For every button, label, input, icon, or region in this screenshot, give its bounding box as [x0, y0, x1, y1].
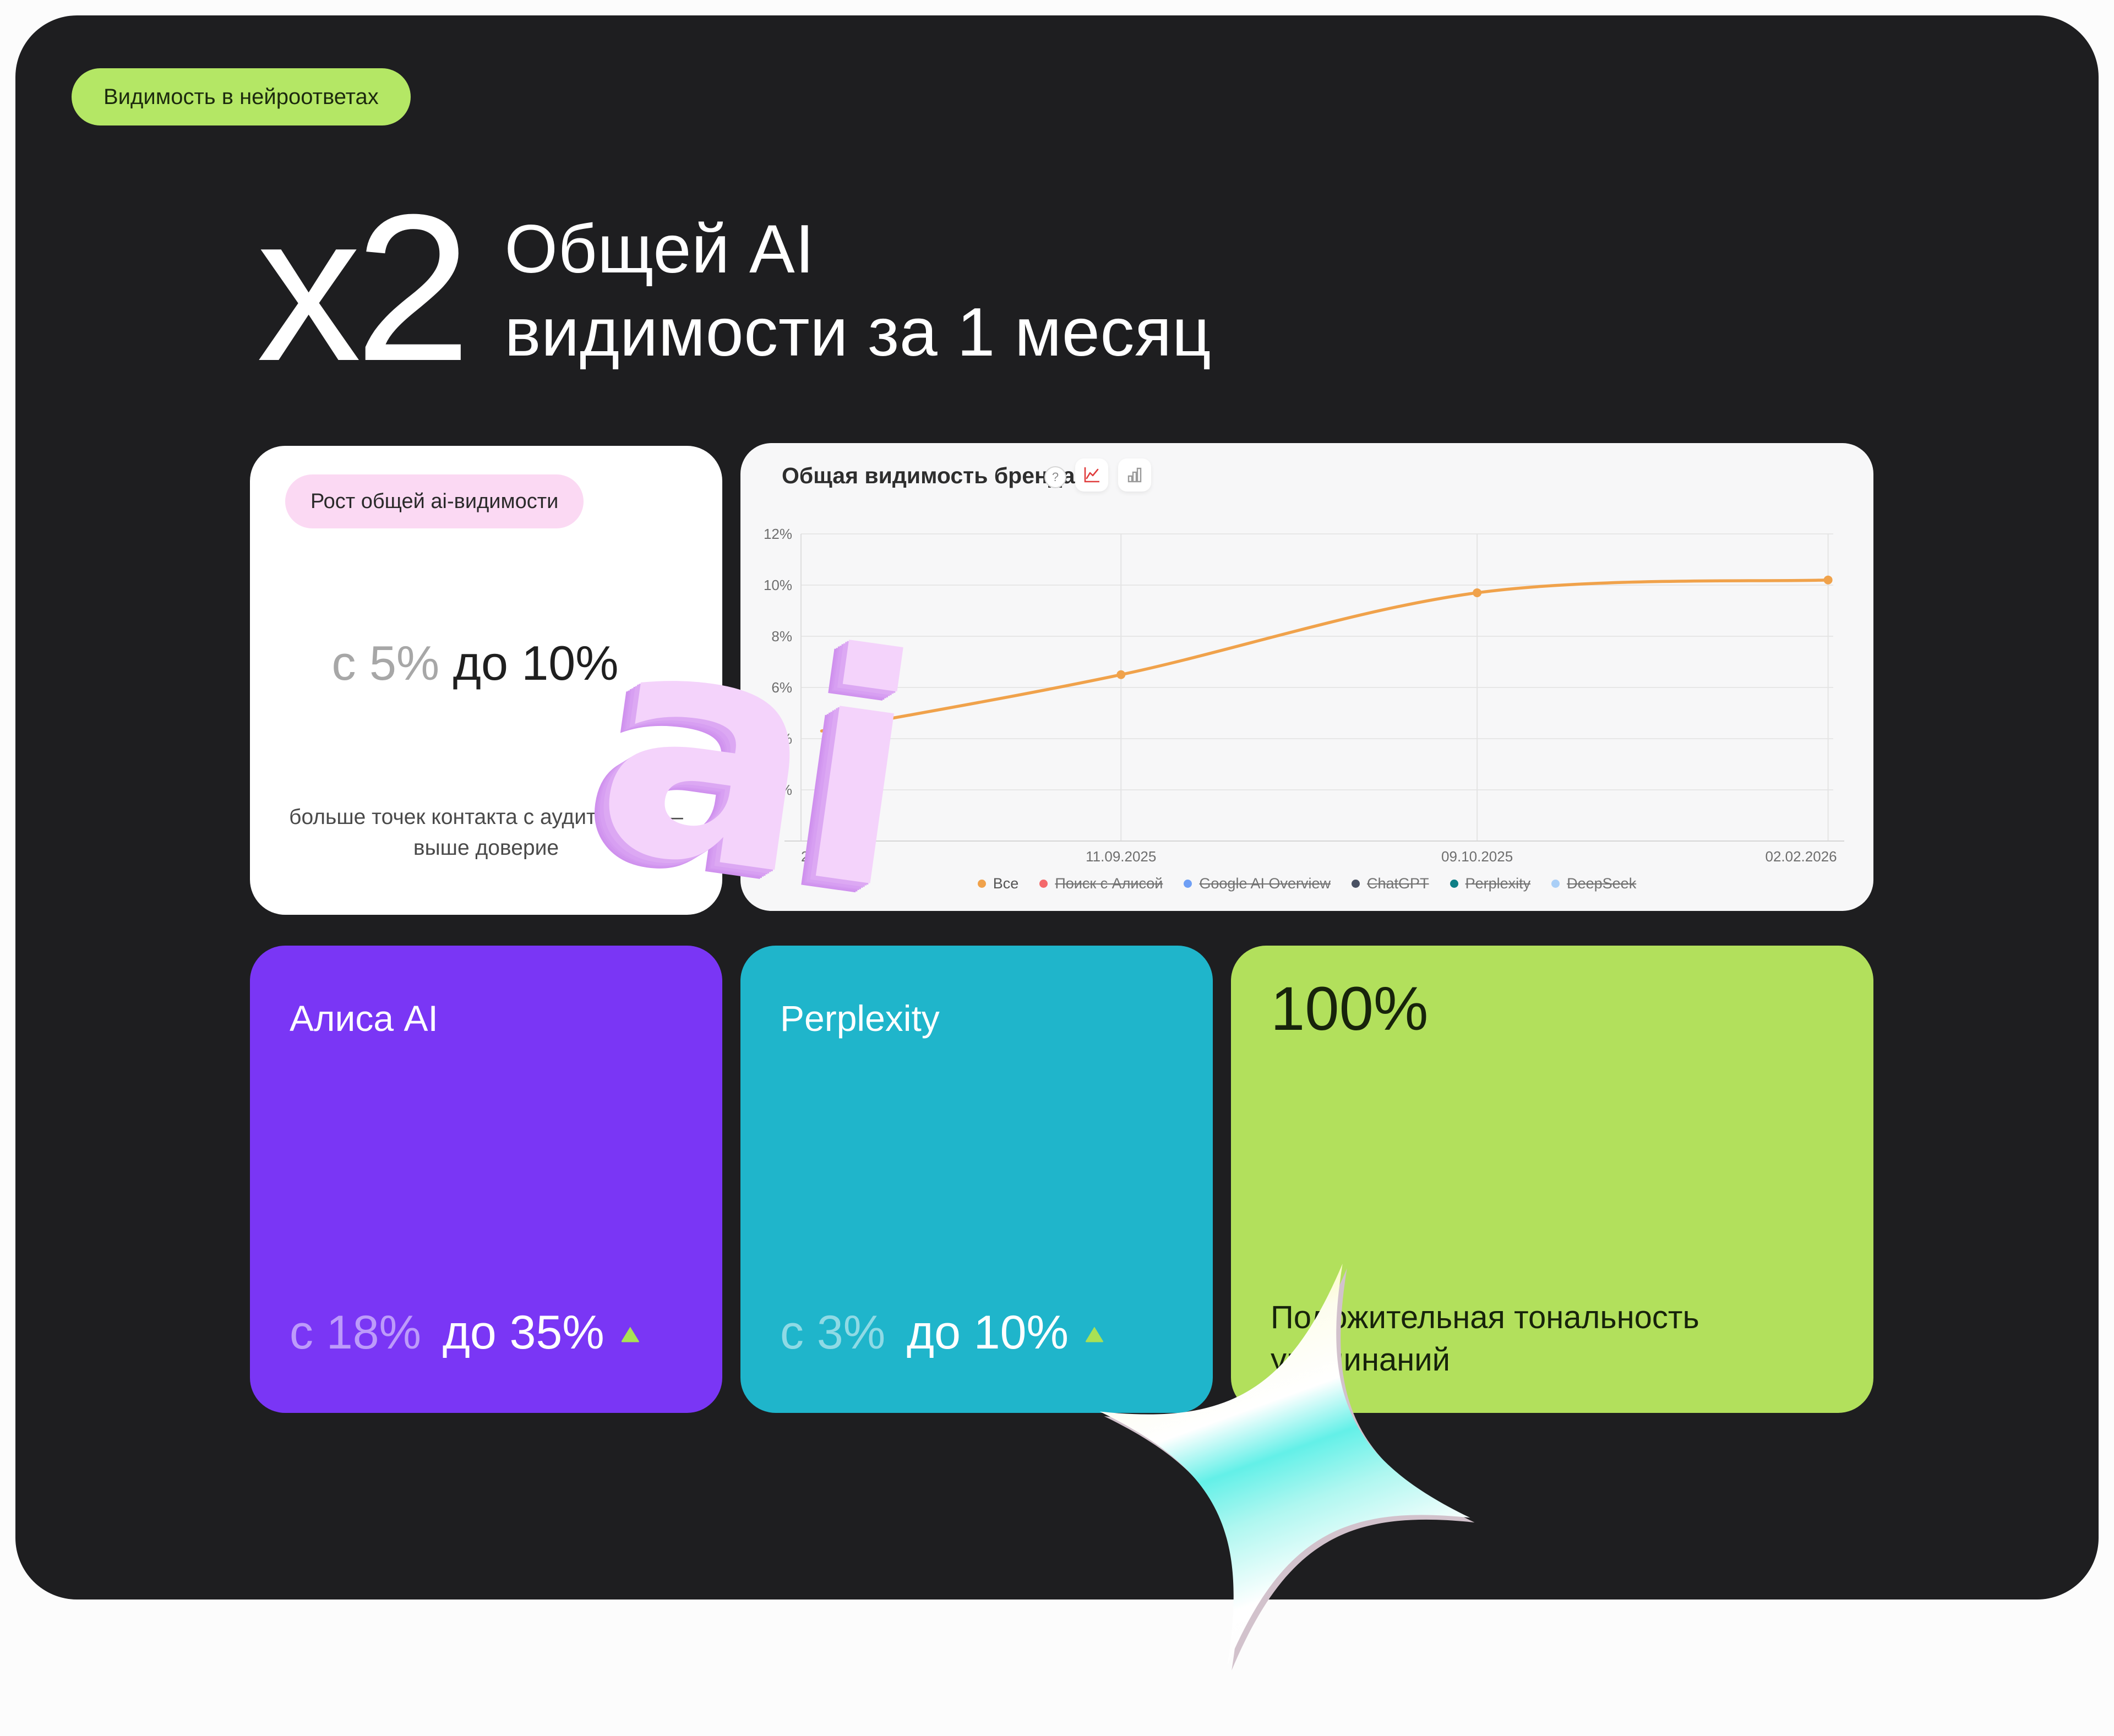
tone-card-value: 100%	[1271, 974, 1429, 1043]
line-chart-toggle-button[interactable]	[1075, 458, 1108, 492]
legend-label: DeepSeek	[1567, 875, 1637, 892]
svg-text:02.02.2026: 02.02.2026	[1765, 848, 1837, 865]
svg-text:6%: 6%	[771, 679, 792, 696]
alice-value-to: до 35%	[442, 1306, 604, 1359]
legend-dot	[977, 880, 986, 888]
growth-card: Рост общей ai-видимости с 5% до 10% боль…	[250, 446, 722, 915]
legend-dot	[1039, 880, 1048, 888]
tone-card: 100% Положительная тональность упоминани…	[1231, 946, 1873, 1413]
trend-up-icon	[1085, 1326, 1104, 1342]
perplexity-value-to: до 10%	[906, 1306, 1069, 1359]
perplexity-card-value: с 3% до 10%	[780, 1306, 1104, 1360]
perplexity-card-title: Perplexity	[780, 998, 940, 1039]
alice-value-from: с 18%	[290, 1306, 422, 1359]
growth-value-to: до 10%	[453, 636, 619, 690]
alice-card-value: с 18% до 35%	[290, 1306, 640, 1360]
growth-card-badge-label: Рост общей ai-видимости	[310, 489, 559, 513]
alice-ai-card: Алиса AI с 18% до 35%	[250, 946, 722, 1413]
svg-text:10%: 10%	[764, 577, 792, 593]
hero-title-line2: видимости за 1 месяц	[504, 294, 1212, 371]
legend-dot	[1352, 880, 1360, 888]
legend-label: Все	[993, 875, 1019, 892]
legend-label: Поиск с Алисой	[1055, 875, 1163, 892]
legend-label: ChatGPT	[1367, 875, 1429, 892]
topic-badge-label: Видимость в нейроответах	[103, 84, 379, 109]
legend-dot	[1450, 880, 1458, 888]
growth-caption: больше точек контакта с аудиторией — выш…	[289, 805, 683, 860]
brand-visibility-line-chart: 2% 4% 6% 8% 10% 12% 2025 11.09.2025 09.10.2025 02…	[764, 526, 1844, 865]
perplexity-card: Perplexity с 3% до 10%	[740, 946, 1213, 1413]
hero-title-line1: Общей AI	[504, 211, 815, 287]
perplexity-value-from: с 3%	[780, 1306, 886, 1359]
growth-value: с 5% до 10%	[250, 635, 700, 691]
svg-text:8%: 8%	[771, 628, 792, 645]
svg-text:12%: 12%	[764, 526, 792, 542]
brand-visibility-chart-card: Общая видимость бренда ? 2% 4% 6% 8% 10% 12% 2…	[740, 443, 1873, 911]
growth-card-badge: Рост общей ai-видимости	[285, 474, 584, 528]
legend-dot	[1184, 880, 1192, 888]
hero-title: Общей AI видимости за 1 месяц	[505, 208, 1212, 375]
growth-value-from: с 5%	[331, 636, 440, 690]
chart-title: Общая видимость бренда	[782, 463, 1075, 488]
topic-badge: Видимость в нейроответах	[72, 68, 411, 125]
legend-label: Google AI Overview	[1199, 875, 1331, 892]
legend-item-все[interactable]: Все	[977, 875, 1019, 892]
help-icon-glyph: ?	[1051, 470, 1059, 484]
legend-dot	[1551, 880, 1560, 888]
legend-label: Perplexity	[1465, 875, 1531, 892]
legend-item-поиск-с-алисой[interactable]: Поиск с Алисой	[1039, 875, 1163, 892]
line-chart-icon	[1084, 467, 1099, 483]
legend-item-deepseek[interactable]: DeepSeek	[1551, 875, 1636, 892]
bar-chart-icon	[1127, 467, 1142, 483]
bar-chart-toggle-button[interactable]	[1118, 458, 1151, 492]
hero-multiplier: x2	[257, 171, 471, 405]
alice-card-title: Алиса AI	[290, 998, 438, 1039]
hero-heading: x2 Общей AI видимости за 1 месяц	[257, 171, 1212, 405]
legend-item-google-ai-overview[interactable]: Google AI Overview	[1184, 875, 1331, 892]
svg-text:4%: 4%	[771, 730, 792, 747]
svg-text:2025: 2025	[801, 848, 833, 865]
chart-legend: Все Поиск с Алисой Google AI Overview ChatG…	[740, 875, 1873, 892]
tone-card-caption: Положительная тональность упоминаний	[1271, 1299, 1699, 1378]
help-icon[interactable]: ?	[1044, 466, 1066, 488]
svg-text:2%: 2%	[771, 782, 792, 798]
trend-up-icon	[620, 1326, 640, 1342]
legend-item-perplexity[interactable]: Perplexity	[1450, 875, 1531, 892]
svg-text:11.09.2025: 11.09.2025	[1086, 848, 1156, 865]
legend-item-chatgpt[interactable]: ChatGPT	[1352, 875, 1429, 892]
svg-text:09.10.2025: 09.10.2025	[1441, 848, 1513, 865]
